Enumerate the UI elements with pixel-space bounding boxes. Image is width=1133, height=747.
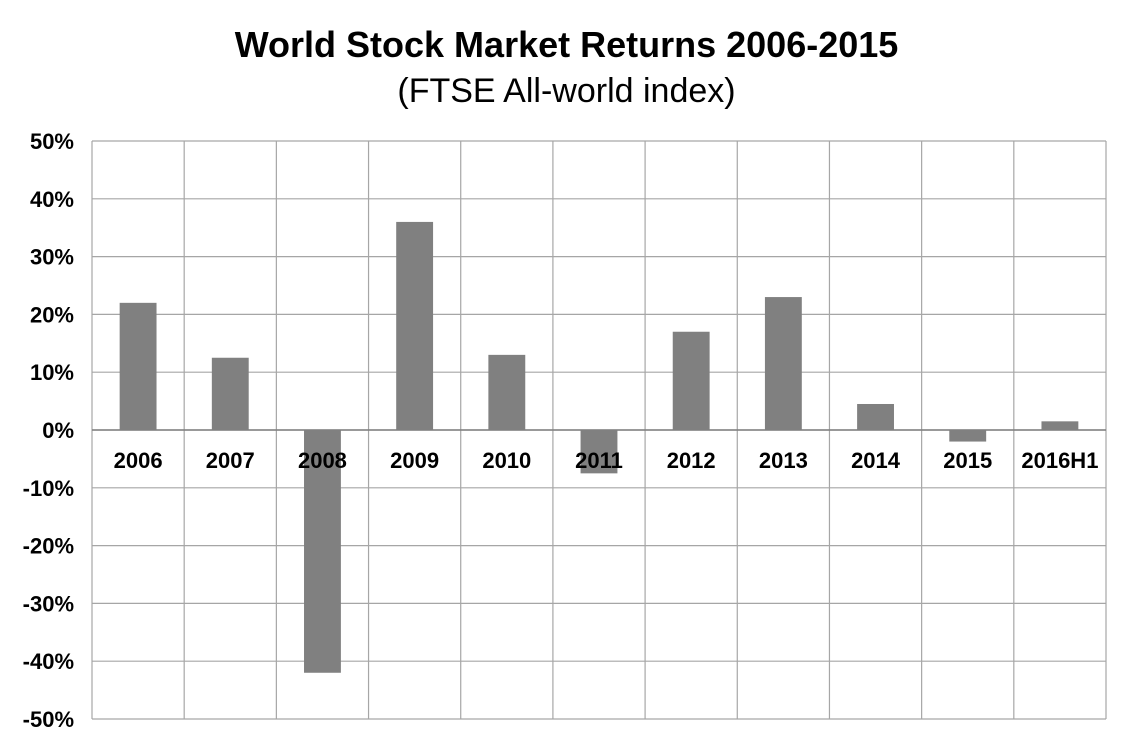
x-axis-tick-labels: 2006 2007 2008 2009 2010 2011 2012 2013 2014 2015… <box>114 448 1099 473</box>
x-tick-label: 2014 <box>851 448 901 473</box>
x-tick-label: 2009 <box>390 448 439 473</box>
x-tick-label: 2007 <box>206 448 255 473</box>
y-tick-label: 20% <box>30 302 74 327</box>
y-tick-label: -30% <box>23 591 74 616</box>
y-tick-label: 40% <box>30 187 74 212</box>
y-tick-label: -50% <box>23 707 74 732</box>
x-tick-label: 2008 <box>298 448 347 473</box>
bar-2010 <box>488 354 526 430</box>
bar-2007 <box>211 357 249 430</box>
bar-2008 <box>304 430 341 673</box>
chart-title: World Stock Market Returns 2006-2015 <box>234 24 899 65</box>
bar-2009 <box>396 221 434 430</box>
y-tick-label: 0% <box>42 418 74 443</box>
bar-2015 <box>949 430 987 442</box>
bar-2016H1 <box>1041 421 1079 430</box>
x-tick-label: 2006 <box>114 448 163 473</box>
y-tick-label: 50% <box>30 129 74 154</box>
bar-2011 <box>580 430 618 474</box>
x-tick-label: 2010 <box>482 448 531 473</box>
x-tick-label: 2016H1 <box>1021 448 1098 473</box>
y-tick-label: 10% <box>30 360 74 385</box>
y-tick-label: 30% <box>30 245 74 270</box>
x-tick-label: 2013 <box>759 448 808 473</box>
y-tick-label: -10% <box>23 476 74 501</box>
x-tick-label: 2012 <box>667 448 716 473</box>
chart-subtitle: (FTSE All-world index) <box>397 72 736 110</box>
bar-2014 <box>857 403 894 430</box>
bar-2012 <box>672 331 710 430</box>
gridlines <box>91 140 1107 720</box>
x-tick-label: 2015 <box>943 448 992 473</box>
bar-2006 <box>119 302 157 430</box>
bar-2013 <box>764 297 802 430</box>
y-axis-tick-labels: 50% 40% 30% 20% 10% 0% -10% -20% -30% -40% -50% <box>23 129 74 732</box>
y-tick-label: -20% <box>23 534 74 559</box>
x-tick-label: 2011 <box>575 448 623 473</box>
y-tick-label: -40% <box>23 649 74 674</box>
bars <box>119 221 1079 673</box>
